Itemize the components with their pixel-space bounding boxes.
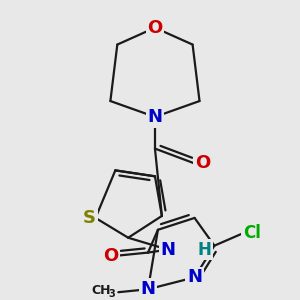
Text: N: N	[148, 108, 163, 126]
Text: Cl: Cl	[243, 224, 261, 242]
Text: O: O	[147, 19, 163, 37]
Text: 3: 3	[109, 289, 115, 299]
Text: O: O	[195, 154, 210, 172]
Text: N: N	[140, 280, 155, 298]
Text: S: S	[83, 209, 96, 227]
Text: O: O	[103, 247, 118, 265]
Text: H: H	[197, 241, 212, 259]
Text: CH: CH	[91, 284, 110, 297]
Text: N: N	[187, 268, 202, 286]
Text: N: N	[160, 241, 175, 259]
